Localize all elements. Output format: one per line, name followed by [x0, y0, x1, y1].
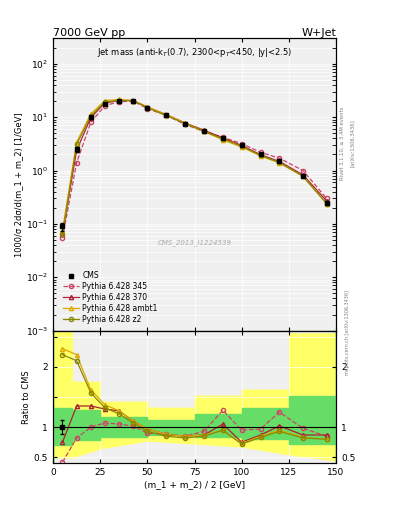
Pythia 6.428 370: [301, 172, 305, 178]
Pythia 6.428 z2: [301, 173, 305, 179]
X-axis label: (m_1 + m_2) / 2 [GeV]: (m_1 + m_2) / 2 [GeV]: [144, 480, 245, 489]
Pythia 6.428 ambt1: [117, 96, 121, 102]
Pythia 6.428 345: [74, 160, 79, 166]
Y-axis label: Ratio to CMS: Ratio to CMS: [22, 370, 31, 424]
Pythia 6.428 z2: [88, 113, 93, 119]
Pythia 6.428 ambt1: [277, 160, 282, 166]
Text: [arXiv:1306.3436]: [arXiv:1306.3436]: [350, 119, 355, 167]
Pythia 6.428 370: [202, 127, 206, 133]
Pythia 6.428 370: [117, 97, 121, 103]
Pythia 6.428 345: [145, 105, 150, 112]
Pythia 6.428 ambt1: [88, 111, 93, 117]
Pythia 6.428 345: [258, 149, 263, 155]
Text: Rivet 3.1.10, ≥ 3.4M events: Rivet 3.1.10, ≥ 3.4M events: [340, 106, 345, 180]
Pythia 6.428 ambt1: [183, 120, 187, 126]
Pythia 6.428 z2: [277, 159, 282, 165]
Line: Pythia 6.428 345: Pythia 6.428 345: [61, 99, 329, 240]
Pythia 6.428 z2: [202, 129, 206, 135]
Line: Pythia 6.428 370: Pythia 6.428 370: [61, 98, 329, 236]
Pythia 6.428 370: [277, 158, 282, 164]
Legend: CMS, Pythia 6.428 345, Pythia 6.428 370, Pythia 6.428 ambt1, Pythia 6.428 z2: CMS, Pythia 6.428 345, Pythia 6.428 370,…: [62, 271, 158, 324]
Pythia 6.428 z2: [60, 231, 65, 237]
Pythia 6.428 345: [131, 98, 136, 104]
Text: W+Jet: W+Jet: [301, 28, 336, 38]
Pythia 6.428 z2: [258, 153, 263, 159]
Pythia 6.428 345: [117, 99, 121, 105]
Pythia 6.428 370: [74, 147, 79, 153]
Pythia 6.428 ambt1: [258, 153, 263, 159]
Text: CMS_2013_I1224539: CMS_2013_I1224539: [158, 240, 231, 246]
Pythia 6.428 z2: [74, 141, 79, 147]
Pythia 6.428 370: [131, 97, 136, 103]
Pythia 6.428 370: [220, 135, 225, 141]
Pythia 6.428 345: [164, 112, 169, 118]
Pythia 6.428 ambt1: [145, 104, 150, 110]
Pythia 6.428 ambt1: [60, 227, 65, 233]
Pythia 6.428 z2: [103, 99, 107, 105]
Pythia 6.428 ambt1: [239, 144, 244, 150]
Pythia 6.428 z2: [324, 201, 329, 207]
Pythia 6.428 z2: [117, 97, 121, 103]
Pythia 6.428 z2: [239, 143, 244, 150]
Pythia 6.428 370: [164, 112, 169, 118]
Pythia 6.428 z2: [131, 97, 136, 103]
Text: 7000 GeV pp: 7000 GeV pp: [53, 28, 125, 38]
Pythia 6.428 ambt1: [324, 201, 329, 207]
Pythia 6.428 345: [60, 234, 65, 241]
Pythia 6.428 z2: [183, 120, 187, 126]
Pythia 6.428 z2: [220, 136, 225, 142]
Pythia 6.428 ambt1: [220, 137, 225, 143]
Y-axis label: 1000/σ 2dσ/d(m_1 + m_2) [1/GeV]: 1000/σ 2dσ/d(m_1 + m_2) [1/GeV]: [14, 112, 23, 257]
Pythia 6.428 345: [324, 196, 329, 202]
Pythia 6.428 345: [88, 119, 93, 125]
Pythia 6.428 345: [277, 155, 282, 161]
Pythia 6.428 345: [220, 134, 225, 140]
Pythia 6.428 ambt1: [301, 173, 305, 179]
Text: mcplots.cern.ch [arXiv:1306.3436]: mcplots.cern.ch [arXiv:1306.3436]: [345, 290, 350, 375]
Pythia 6.428 z2: [164, 112, 169, 118]
Pythia 6.428 345: [239, 140, 244, 146]
Text: Jet mass (anti-k$_T$(0.7), 2300<p$_T$<450, |y|<2.5): Jet mass (anti-k$_T$(0.7), 2300<p$_T$<45…: [97, 46, 292, 59]
Pythia 6.428 370: [88, 115, 93, 121]
Pythia 6.428 ambt1: [74, 139, 79, 145]
Pythia 6.428 345: [183, 121, 187, 127]
Pythia 6.428 345: [202, 129, 206, 135]
Pythia 6.428 370: [324, 198, 329, 204]
Pythia 6.428 370: [258, 152, 263, 158]
Line: Pythia 6.428 z2: Pythia 6.428 z2: [61, 98, 329, 236]
Pythia 6.428 ambt1: [103, 97, 107, 103]
Pythia 6.428 345: [301, 167, 305, 174]
Pythia 6.428 z2: [145, 105, 150, 111]
Pythia 6.428 370: [103, 100, 107, 106]
Pythia 6.428 370: [183, 120, 187, 126]
Pythia 6.428 ambt1: [131, 97, 136, 103]
Pythia 6.428 370: [60, 231, 65, 237]
Line: Pythia 6.428 ambt1: Pythia 6.428 ambt1: [61, 97, 329, 232]
Pythia 6.428 345: [103, 102, 107, 109]
Pythia 6.428 ambt1: [164, 112, 169, 118]
Pythia 6.428 ambt1: [202, 129, 206, 135]
Pythia 6.428 370: [239, 142, 244, 148]
Pythia 6.428 370: [145, 104, 150, 110]
